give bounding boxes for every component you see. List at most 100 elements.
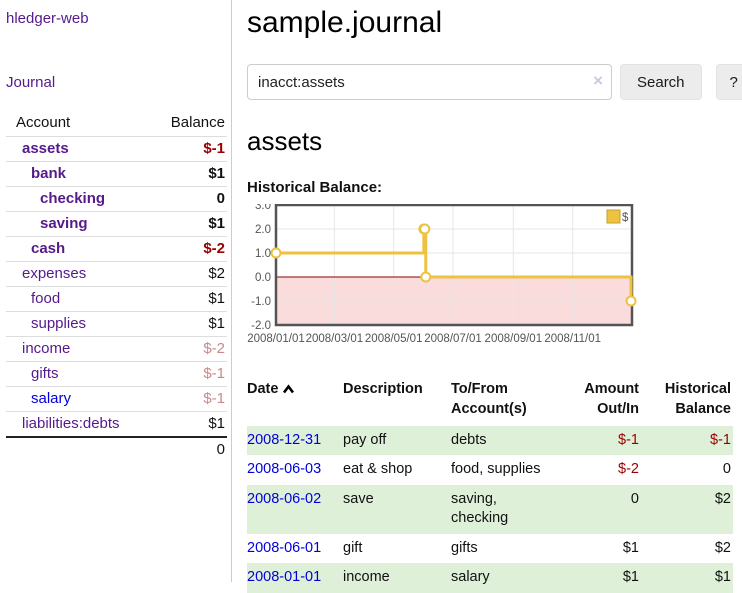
accounts-total: 0 (146, 436, 227, 462)
accounts-header-balance: Balance (170, 114, 225, 131)
register-cell-date: 2008-01-01 (247, 563, 343, 593)
register-cell-date: 2008-12-31 (247, 426, 343, 456)
register-cell-description: pay off (343, 431, 387, 448)
account-balance: $-1 (146, 361, 227, 387)
chart-label: Historical Balance: (247, 179, 383, 196)
register-cell-date: 2008-06-03 (247, 455, 343, 485)
y-tick-label: 0.0 (255, 272, 271, 284)
transaction-date-link[interactable]: 2008-01-01 (247, 569, 322, 586)
account-link-bank[interactable]: bank (31, 165, 67, 182)
account-row: cash $-2 (6, 236, 227, 262)
register-cell-balance: 0 (722, 461, 731, 478)
register-cell-date: 2008-06-02 (247, 485, 343, 534)
accounts-header-row: Account Balance (6, 110, 227, 137)
accounts-total-row: 0 (6, 436, 227, 462)
page-title: sample.journal (247, 6, 443, 39)
search-input-wrap: × (247, 64, 612, 100)
account-link-saving[interactable]: saving (40, 215, 88, 232)
register-cell-accounts: food, supplies (451, 461, 541, 478)
account-link-salary[interactable]: salary (31, 390, 72, 407)
sidebar-nav: Journal (6, 74, 227, 92)
account-row: salary $-1 (6, 386, 227, 412)
account-link-cash[interactable]: cash (31, 240, 66, 257)
register-cell-description: income (343, 569, 390, 586)
account-balance: $1 (146, 311, 227, 337)
transaction-date-link[interactable]: 2008-06-03 (247, 461, 322, 478)
brand: hledger-web (6, 10, 227, 28)
account-balance: $-2 (146, 236, 227, 262)
accounts-header-account: Account (16, 114, 71, 131)
register-cell-description: save (343, 490, 374, 507)
clear-search-icon[interactable]: × (593, 71, 603, 90)
register-cell-description: eat & shop (343, 461, 413, 478)
sidebar: hledger-web Journal Account Balance asse… (0, 0, 232, 582)
y-tick-label: -2.0 (251, 320, 271, 332)
register-row[interactable]: 2008-06-02 save saving, checking 0 $2 (247, 484, 733, 534)
register-row[interactable]: 2008-12-31 pay off debts $-1 $-1 (247, 425, 733, 456)
register-header-description: Description (343, 381, 423, 397)
help-button[interactable]: ? (715, 64, 742, 100)
account-balance: $-2 (146, 336, 227, 362)
account-link-supplies[interactable]: supplies (31, 315, 87, 332)
y-tick-label: 3.0 (255, 204, 271, 212)
register-row[interactable]: 2008-01-01 income salary $1 $1 (247, 563, 733, 593)
account-balance: $1 (146, 161, 227, 187)
account-balance: 0 (146, 186, 227, 212)
search-button[interactable]: Search (620, 64, 702, 100)
y-tick-label: -1.0 (251, 296, 271, 308)
register-cell-date: 2008-06-01 (247, 534, 343, 564)
register-header-date[interactable]: Date (247, 375, 343, 426)
account-link-gifts[interactable]: gifts (31, 365, 59, 382)
account-link-liabilities-debts[interactable]: liabilities:debts (22, 415, 120, 432)
register-cell-balance: $1 (714, 569, 731, 586)
account-row: food $1 (6, 286, 227, 312)
register-row[interactable]: 2008-06-03 eat & shop food, supplies $-2 0 (247, 455, 733, 485)
data-point-marker (270, 247, 282, 259)
search-input[interactable] (247, 64, 612, 100)
sidebar-item-journal[interactable]: Journal (6, 74, 56, 91)
account-heading: assets (247, 126, 323, 156)
register-table: Date Description To/From Account(s) Amou… (247, 375, 733, 593)
register-cell-amount: $-2 (618, 461, 639, 478)
data-point-marker (419, 223, 431, 235)
transaction-date-link[interactable]: 2008-06-02 (247, 490, 322, 507)
register-cell-accounts: saving, checking (451, 490, 509, 527)
register-cell-amount: $-1 (618, 431, 639, 448)
main-content: sample.journal × Search ? assets Histori… (232, 0, 742, 593)
account-link-income[interactable]: income (22, 340, 71, 357)
register-cell-balance: $-1 (710, 431, 731, 448)
account-link-checking[interactable]: checking (40, 190, 106, 207)
register-row[interactable]: 2008-06-01 gift gifts $1 $2 (247, 534, 733, 564)
accounts-body: assets $-1 bank $1 checking 0 saving $1 cash $-2 e… (6, 136, 227, 462)
account-row: saving $1 (6, 211, 227, 237)
account-balance: $-1 (146, 136, 227, 162)
register-header-row: Date Description To/From Account(s) Amou… (247, 375, 733, 426)
register-header-accounts: To/From Account(s) (451, 381, 527, 418)
register-header-amount: Amount Out/In (584, 381, 639, 418)
search-form: × Search ? (247, 64, 742, 100)
account-row: expenses $2 (6, 261, 227, 287)
register-cell-balance: $2 (714, 539, 731, 556)
account-row: gifts $-1 (6, 361, 227, 387)
y-tick-label: 1.0 (255, 248, 271, 260)
account-balance: $1 (146, 211, 227, 237)
register-body: 2008-12-31 pay off debts $-1 $-1 2008-06-03 ea… (247, 425, 733, 593)
register-cell-amount: $1 (622, 539, 639, 556)
brand-link[interactable]: hledger-web (6, 10, 89, 27)
account-link-food[interactable]: food (31, 290, 61, 307)
account-balance: $2 (146, 261, 227, 287)
account-link-expenses[interactable]: expenses (22, 265, 87, 282)
legend-swatch (606, 209, 621, 224)
accounts-table: Account Balance assets $-1 bank $1 checking 0… (6, 110, 227, 462)
x-tick-label: 2008/07/01 (424, 333, 482, 345)
register-cell-accounts: debts (451, 431, 487, 448)
transaction-date-link[interactable]: 2008-12-31 (247, 431, 322, 448)
x-tick-label: 2008/05/01 (365, 333, 423, 345)
data-point-marker (420, 271, 432, 283)
account-link-assets[interactable]: assets (22, 140, 69, 157)
transaction-date-link[interactable]: 2008-06-01 (247, 539, 322, 556)
account-row: assets $-1 (6, 136, 227, 162)
account-row: supplies $1 (6, 311, 227, 337)
register-cell-amount: $1 (622, 569, 639, 586)
